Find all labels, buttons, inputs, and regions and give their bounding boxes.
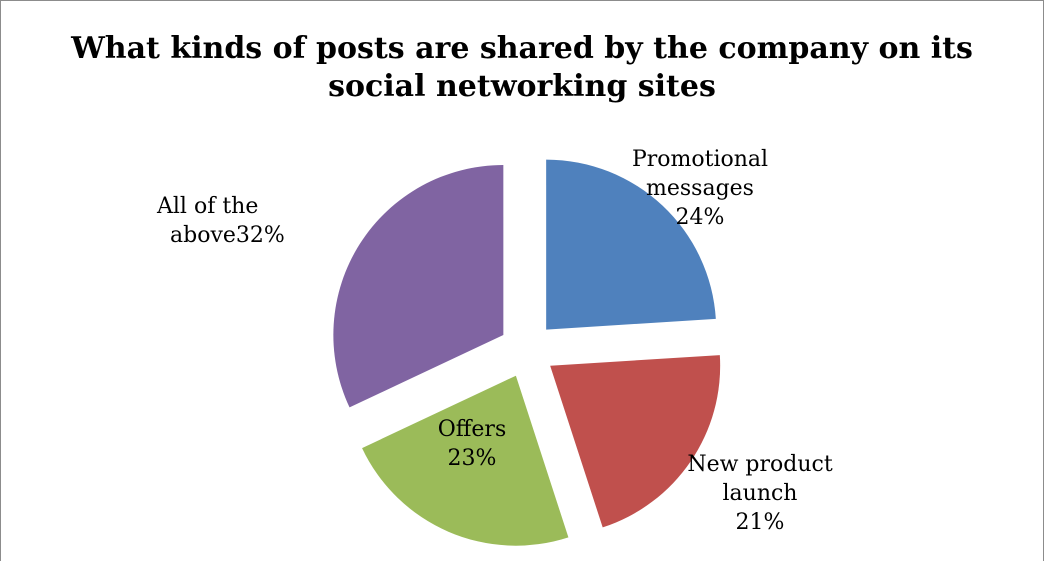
pie-slice-promotional-messages — [546, 159, 716, 330]
pie-slice-all-of-the-above — [333, 164, 504, 408]
pie-slice-new-product-launch — [550, 355, 721, 528]
chart-title-line-1: What kinds of posts are shared by the co… — [71, 31, 973, 66]
slice-label-all-of-the-above: All of the above32% — [156, 194, 285, 248]
chart-title: What kinds of posts are shared by the co… — [60, 30, 984, 106]
slice-label-offers: Offers 23% — [438, 417, 507, 471]
slice-label-promotional-messages: Promotional messages 24% — [632, 147, 768, 230]
pie-slice-offers — [362, 375, 569, 546]
slice-label-new-product-launch: New product launch 21% — [687, 452, 833, 535]
chart-title-line-2: social networking sites — [328, 69, 716, 104]
